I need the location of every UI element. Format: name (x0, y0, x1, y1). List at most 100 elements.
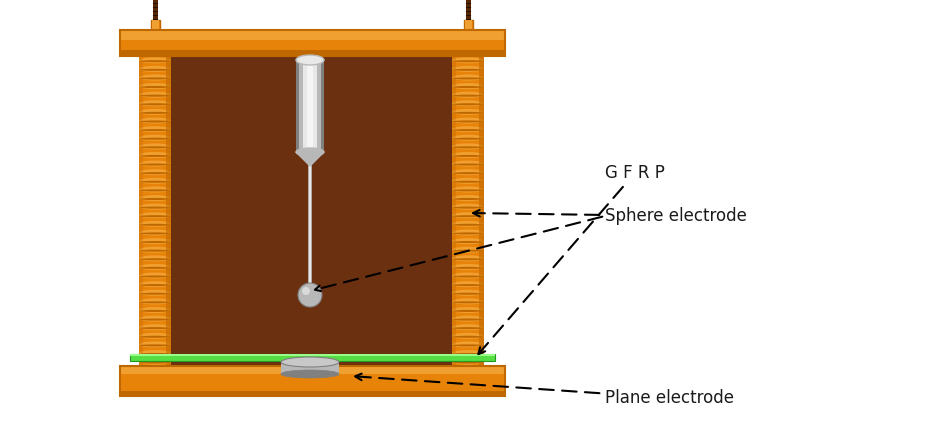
Ellipse shape (139, 138, 171, 140)
FancyBboxPatch shape (130, 354, 495, 361)
Ellipse shape (453, 215, 483, 217)
Ellipse shape (139, 233, 171, 234)
Ellipse shape (453, 198, 483, 200)
Ellipse shape (452, 57, 484, 64)
Ellipse shape (139, 293, 171, 295)
Ellipse shape (139, 155, 171, 157)
Ellipse shape (139, 324, 171, 330)
Ellipse shape (453, 284, 483, 286)
Ellipse shape (139, 126, 171, 132)
Ellipse shape (139, 207, 171, 208)
Ellipse shape (139, 264, 171, 270)
Ellipse shape (452, 290, 484, 296)
Ellipse shape (452, 342, 484, 347)
Ellipse shape (139, 230, 171, 236)
Ellipse shape (453, 138, 483, 140)
Ellipse shape (139, 276, 171, 278)
Ellipse shape (139, 195, 171, 201)
Ellipse shape (452, 143, 484, 149)
Ellipse shape (139, 272, 171, 279)
Ellipse shape (139, 224, 171, 226)
Text: Plane electrode: Plane electrode (356, 374, 734, 407)
Ellipse shape (453, 336, 483, 338)
Ellipse shape (139, 78, 171, 79)
FancyBboxPatch shape (452, 56, 484, 366)
Ellipse shape (139, 290, 171, 296)
Ellipse shape (139, 250, 171, 252)
Ellipse shape (453, 112, 483, 114)
Ellipse shape (453, 250, 483, 252)
FancyBboxPatch shape (321, 60, 324, 152)
FancyBboxPatch shape (466, 0, 471, 20)
Ellipse shape (453, 301, 483, 304)
Ellipse shape (139, 298, 171, 304)
Ellipse shape (452, 74, 484, 81)
Ellipse shape (139, 112, 171, 114)
Ellipse shape (139, 103, 171, 105)
Ellipse shape (452, 204, 484, 210)
Ellipse shape (452, 212, 484, 218)
Ellipse shape (139, 66, 171, 72)
Ellipse shape (452, 333, 484, 339)
FancyBboxPatch shape (120, 391, 505, 396)
Ellipse shape (453, 146, 483, 148)
Ellipse shape (139, 284, 171, 286)
Ellipse shape (139, 187, 171, 192)
Ellipse shape (139, 161, 171, 166)
Ellipse shape (139, 212, 171, 218)
Ellipse shape (453, 60, 483, 62)
Ellipse shape (139, 255, 171, 261)
Ellipse shape (452, 109, 484, 115)
Ellipse shape (139, 241, 171, 243)
Ellipse shape (139, 327, 171, 329)
Ellipse shape (452, 92, 484, 98)
Ellipse shape (452, 359, 484, 365)
Ellipse shape (139, 198, 171, 200)
Ellipse shape (453, 361, 483, 364)
Ellipse shape (453, 95, 483, 97)
Ellipse shape (452, 178, 484, 184)
Ellipse shape (281, 370, 339, 378)
Ellipse shape (139, 350, 171, 356)
Ellipse shape (139, 281, 171, 287)
Ellipse shape (452, 152, 484, 158)
Ellipse shape (452, 221, 484, 227)
Ellipse shape (139, 318, 171, 321)
Ellipse shape (452, 324, 484, 330)
Ellipse shape (453, 207, 483, 208)
Ellipse shape (452, 255, 484, 261)
Ellipse shape (453, 293, 483, 295)
Ellipse shape (452, 83, 484, 89)
Ellipse shape (453, 129, 483, 131)
Ellipse shape (139, 310, 171, 312)
Ellipse shape (139, 267, 171, 269)
Ellipse shape (453, 189, 483, 191)
FancyBboxPatch shape (303, 60, 317, 152)
Ellipse shape (453, 327, 483, 329)
Ellipse shape (453, 69, 483, 71)
Ellipse shape (139, 100, 171, 106)
Ellipse shape (139, 163, 171, 166)
Ellipse shape (139, 258, 171, 260)
Ellipse shape (453, 258, 483, 260)
Ellipse shape (139, 95, 171, 97)
Ellipse shape (139, 120, 171, 123)
Ellipse shape (453, 241, 483, 243)
Ellipse shape (139, 135, 171, 141)
Ellipse shape (452, 264, 484, 270)
Ellipse shape (139, 129, 171, 131)
Ellipse shape (139, 57, 171, 64)
Ellipse shape (139, 359, 171, 365)
Ellipse shape (453, 353, 483, 355)
Circle shape (302, 287, 310, 295)
Ellipse shape (452, 238, 484, 244)
Ellipse shape (452, 161, 484, 166)
FancyBboxPatch shape (120, 366, 505, 396)
Ellipse shape (452, 187, 484, 192)
Ellipse shape (452, 135, 484, 141)
Ellipse shape (139, 342, 171, 347)
Ellipse shape (139, 316, 171, 321)
Ellipse shape (452, 307, 484, 313)
Ellipse shape (139, 361, 171, 364)
FancyBboxPatch shape (465, 20, 472, 32)
